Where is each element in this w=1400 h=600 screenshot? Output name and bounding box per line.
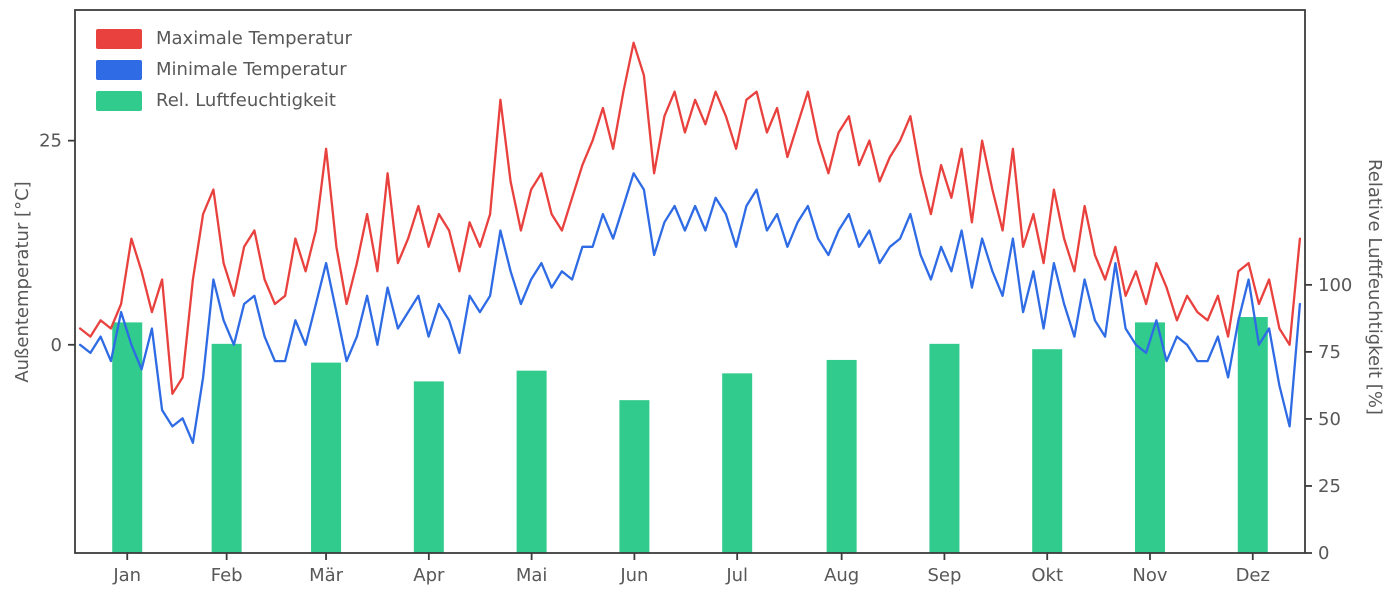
humidity-bar-Okt (1032, 349, 1063, 553)
x-tick-label-Sep: Sep (927, 565, 961, 586)
humidity-bar-Jan (112, 322, 143, 553)
x-tick-label-Nov: Nov (1132, 565, 1167, 586)
humidity-bar-Sep (929, 343, 960, 553)
legend-item-humidity: Rel. Luftfeuchtigkeit (96, 90, 352, 111)
x-tick-label-Mär: Mär (309, 565, 344, 586)
x-tick-label-Jan: Jan (112, 565, 141, 586)
humidity-bar-Mär (311, 362, 342, 553)
legend: Maximale Temperatur Minimale Temperatur … (96, 26, 358, 113)
plot-border (74, 9, 1306, 554)
left-tick-label: 25 (39, 131, 62, 152)
right-tick-label: 100 (1318, 275, 1352, 296)
humidity-bar-Dez (1237, 317, 1268, 553)
legend-label-max-temp: Maximale Temperatur (156, 28, 352, 49)
legend-item-max-temp: Maximale Temperatur (96, 28, 352, 49)
left-tick-label: 0 (51, 335, 62, 356)
right-tick-label: 50 (1318, 409, 1341, 430)
humidity-bar-Jun (619, 400, 650, 553)
right-tick-label: 0 (1318, 543, 1329, 564)
x-tick-label-Okt: Okt (1031, 565, 1063, 586)
x-tick-label-Jun: Jun (619, 565, 648, 586)
x-tick-label-Apr: Apr (413, 565, 445, 586)
x-tick-label-Aug: Aug (824, 565, 859, 586)
humidity-swatch-icon (96, 90, 142, 111)
humidity-bar-Aug (826, 359, 857, 553)
min-temp-swatch-icon (96, 59, 142, 80)
min-temp-line (78, 172, 1302, 444)
legend-label-humidity: Rel. Luftfeuchtigkeit (156, 90, 336, 111)
humidity-bar-Apr (413, 381, 444, 553)
humidity-bar-Jul (722, 373, 753, 553)
right-tick-label: 75 (1318, 342, 1341, 363)
humidity-bar-Mai (516, 370, 547, 553)
max-temp-swatch-icon (96, 28, 142, 49)
x-tick-label-Jul: Jul (725, 565, 748, 586)
axis-ticks: 0 25 0 25 50 75 100 Jan Feb Mär Apr Mai Jun Jul Aug Sep… (39, 131, 1352, 586)
x-tick-label-Mai: Mai (516, 565, 548, 586)
legend-item-min-temp: Minimale Temperatur (96, 59, 352, 80)
x-tick-label-Dez: Dez (1236, 565, 1270, 586)
max-temp-line (78, 41, 1302, 395)
humidity-bar-Nov (1134, 322, 1165, 553)
x-tick-label-Feb: Feb (211, 565, 243, 586)
legend-label-min-temp: Minimale Temperatur (156, 59, 347, 80)
right-tick-label: 25 (1318, 476, 1341, 497)
humidity-bars (112, 317, 1268, 553)
humidity-bar-Feb (211, 343, 242, 553)
